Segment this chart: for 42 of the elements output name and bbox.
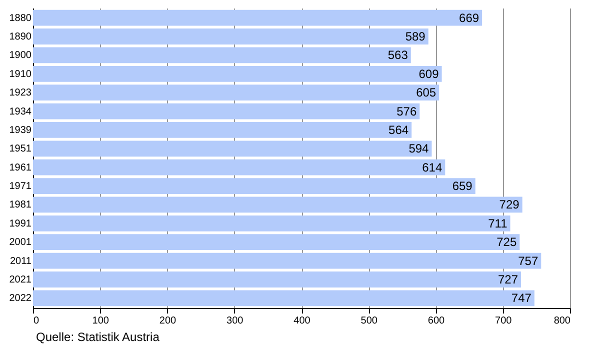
data-label: 564: [388, 122, 409, 137]
data-label: 594: [408, 142, 430, 156]
y-tick-label: 1971: [9, 181, 32, 192]
x-tick-label: 100: [92, 316, 110, 326]
y-tick-label: 1880: [9, 12, 32, 24]
data-label: 725: [496, 235, 517, 250]
data-label: 669: [459, 10, 480, 25]
data-label: 576: [396, 104, 417, 118]
y-tick-label: 1951: [9, 144, 32, 155]
x-tick-label: 800: [554, 316, 571, 326]
data-label: 711: [488, 216, 508, 230]
data-label: 605: [416, 86, 436, 100]
source-note: Quelle: Statistik Austria: [36, 330, 160, 344]
x-tick-label: 400: [294, 316, 311, 326]
y-tick-label: 2001: [9, 237, 32, 248]
data-label: 563: [388, 48, 408, 62]
x-tick-label: 200: [159, 316, 177, 326]
y-tick-label: 1991: [9, 218, 32, 230]
x-tick-label: 0: [34, 316, 40, 326]
y-tick-label: 1934: [9, 106, 32, 118]
y-tick-label: 1981: [9, 200, 32, 211]
y-tick-label: 1900: [9, 50, 32, 62]
x-tick-label: 600: [428, 316, 446, 326]
x-tick-label: 300: [226, 316, 244, 326]
y-tick-label: 1890: [9, 32, 32, 43]
y-tick-label: 1961: [9, 162, 32, 174]
data-label: 609: [418, 66, 440, 81]
y-tick-label: 1939: [9, 124, 32, 136]
data-label: 659: [452, 179, 473, 194]
data-label: 589: [405, 30, 426, 44]
data-label: 727: [498, 272, 518, 286]
y-tick-label: 1910: [9, 68, 32, 80]
y-tick-label: 1923: [9, 88, 32, 99]
data-label: 614: [422, 160, 442, 174]
x-tick-label: 500: [360, 316, 378, 326]
data-label: 747: [511, 291, 532, 306]
x-tick-label: 700: [495, 316, 512, 326]
data-label: 757: [518, 254, 538, 268]
data-label: 729: [499, 198, 520, 212]
y-tick-label: 2011: [10, 256, 32, 267]
y-tick-label: 2022: [9, 293, 32, 304]
y-tick-label: 2021: [9, 274, 32, 286]
